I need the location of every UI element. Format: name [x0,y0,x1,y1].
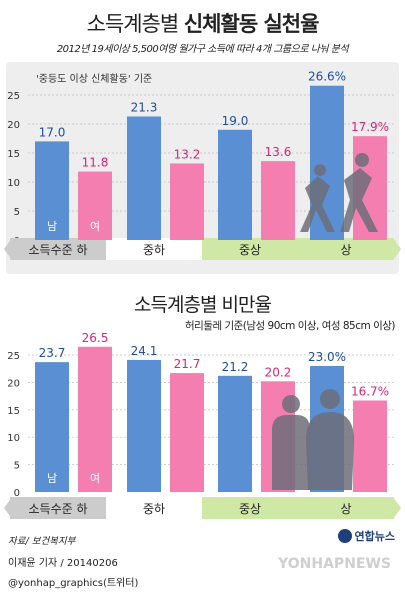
chart-2-bar-female [78,346,112,492]
chart-2-value-label-male: 21.2 [222,360,249,374]
chart-2-category-label: 중하 [143,502,165,516]
chart-1-category-label: 중상 [239,243,261,257]
chart-1-category-band [10,238,106,260]
chart-1-value-label-female: 17.9% [351,120,389,134]
person-figure-head-icon [282,395,300,413]
chart-2-y-tick-label: 0 [14,488,20,499]
chart-2-category-band [10,497,106,519]
chart-2-category-label: 소득수준 하 [28,502,87,516]
chart-2-value-label-female: 20.2 [265,365,292,379]
chart-2-category-label: 상 [340,502,351,516]
watermark: YONHAPNEWS [278,556,391,572]
chart-1-series-label-female: 여 [90,220,100,233]
chart-1-title-bold: 신체활동 실천율 [183,12,320,36]
chart-1-y-tick-label: 20 [7,120,20,131]
chart-1-y-tick-label: 15 [7,149,20,160]
jogging-figure-head-icon [314,164,326,176]
chart-2-y-tick-label: 10 [7,433,20,444]
twitter-handle: @yonhap_graphics(트위터) [8,578,139,589]
chart-1-category-label: 중하 [143,243,165,257]
chart-2-y-tick-label: 15 [7,406,20,417]
chart-1-band-arrow-left [4,238,12,260]
chart-1-y-tick-label: 5 [14,207,20,218]
chart-2-series-label-female: 여 [90,472,100,485]
chart-1-value-label-female: 13.2 [174,147,201,161]
chart-1-value-label-female: 11.8 [82,156,109,170]
chart-1-bar-male [127,116,161,240]
chart-1-y-tick-label: 10 [7,178,20,189]
chart-2-value-label-female: 26.5 [82,331,109,345]
jogging-figure-icon [300,176,335,232]
chart-2-value-label-male: 24.1 [131,344,158,358]
chart-1-bar-female [78,171,112,240]
chart-1-bar-female [170,163,204,240]
chart-2-y-tick-label: 5 [14,461,20,472]
reporter-credit: 이재윤 기자 / 20140206 [8,558,118,569]
chart-2-band-arrow-left [4,497,12,519]
chart-1-category-band [202,238,298,260]
chart-2-title: 소득계층별 비만율 [134,294,272,316]
chart-2-bar-male [127,359,161,492]
yonhap-logo-text: 연합뉴스 [354,530,395,543]
yonhap-logo-icon [337,529,352,543]
chart-1-bar-female [261,161,295,240]
chart-2-value-label-female: 16.7% [351,384,389,398]
chart-1-value-label-male: 26.6% [308,70,346,84]
chart-2-bar-female [170,373,204,492]
chart-2-category-band [202,497,298,519]
chart-1-category-label: 소득수준 하 [28,243,87,257]
jogging-figure-head-icon [355,153,369,167]
chart-2-value-label-male: 23.0% [308,350,346,364]
chart-1-value-label-male: 17.0 [39,125,66,139]
jogging-figure-icon [340,168,378,232]
chart-2-value-label-female: 21.7 [174,357,201,371]
chart-1-band-arrow-right [393,238,401,260]
chart-1-bar-male [310,85,344,240]
chart-2-y-tick-label: 20 [7,378,20,389]
yonhap-logo: 연합뉴스 [337,528,395,544]
chart-2-bar-male [35,362,69,492]
source-note: 자료/ 보건복지부 [8,536,76,547]
chart-1-category-band [106,238,202,260]
chart-2-subtitle: 허리둘레 기준(남성 90cm 이상, 여성 85cm 이상) [184,320,396,332]
chart-2-series-label-male: 남 [47,472,57,485]
chart-1-bar-male [218,129,252,240]
chart-1-value-label-female: 13.6 [265,145,292,159]
chart-1-title-normal: 소득계층별 [86,12,184,36]
chart-2-y-tick-label: 25 [7,351,20,362]
chart-1-note: '중등도 이상 신체활동' 기준 [36,72,152,85]
chart-1-title: 소득계층별 신체활동 실천율 [0,8,405,38]
person-figure-icon [306,412,354,490]
chart-1-subtitle: 2012년 19세이상 5,500여명 월가구 소득에 따라 4개 그룹으로 나… [56,44,349,55]
chart-2-category-label: 중상 [239,502,261,516]
chart-1-bar-male [35,141,69,240]
chart-2-category-band [106,497,202,519]
chart-1-y-tick-label: 25 [7,91,20,102]
chart-1-category-band [298,238,394,260]
chart-2-bar-male [218,375,252,492]
person-figure-head-icon [320,389,340,409]
chart-1-value-label-male: 21.3 [131,100,158,114]
chart-2-band-arrow-right [393,497,401,519]
chart-1-category-label: 상 [340,243,351,257]
chart-2-category-band [298,497,394,519]
chart-2-bar-female [353,400,387,492]
chart-1-series-label-male: 남 [47,220,57,233]
chart-2-value-label-male: 23.7 [39,346,66,360]
person-figure-icon [272,415,310,490]
chart-1-value-label-male: 19.0 [222,114,249,128]
